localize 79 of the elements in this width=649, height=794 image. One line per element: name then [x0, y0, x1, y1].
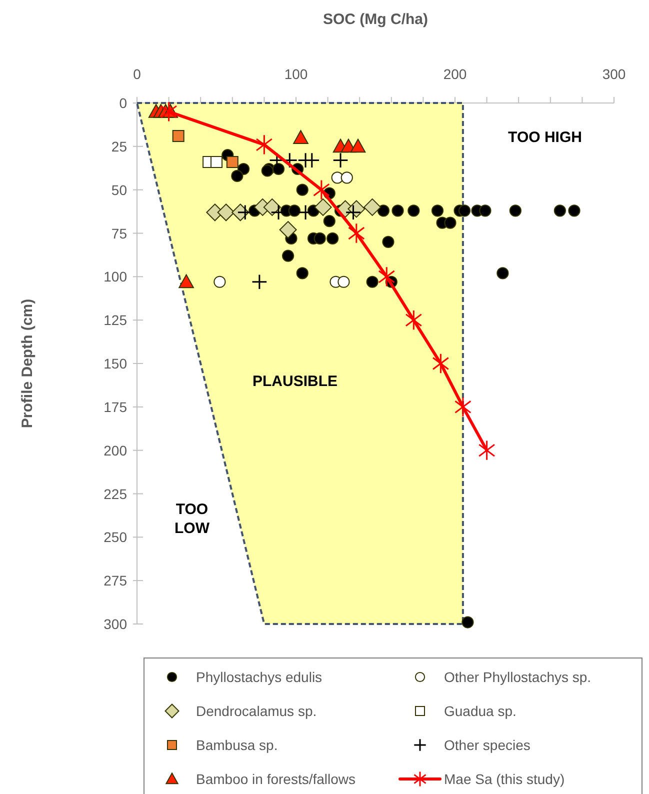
point [288, 204, 300, 217]
point [432, 353, 450, 374]
y-tick-label: 125 [104, 312, 128, 328]
legend-label: Bambusa sp. [196, 737, 278, 753]
annotation: PLAUSIBLE [252, 373, 338, 390]
point [214, 276, 226, 288]
y-tick-label: 100 [104, 268, 128, 285]
legend-label: Guadua sp. [444, 703, 516, 719]
point [296, 267, 308, 280]
x-tick-label: 100 [284, 66, 308, 82]
point [382, 236, 394, 248]
y-tick-label: 300 [104, 616, 128, 632]
point [509, 204, 522, 217]
point [479, 204, 492, 217]
y-tick-label: 0 [119, 95, 128, 111]
annotation: TOO LOW [174, 501, 210, 537]
point [458, 204, 471, 217]
y-tick-label: 250 [104, 529, 128, 546]
point [568, 204, 580, 217]
point [364, 198, 382, 216]
point [172, 130, 184, 142]
x-tick-label: 200 [443, 66, 467, 82]
point [431, 204, 444, 217]
y-tick-label: 200 [104, 442, 128, 458]
point [293, 130, 308, 144]
y-tick-label: 150 [104, 356, 128, 372]
point [366, 276, 378, 288]
point [323, 215, 336, 228]
point [392, 204, 404, 217]
point [296, 184, 308, 196]
point [348, 222, 365, 244]
y-tick-label: 175 [104, 398, 128, 415]
point [554, 204, 566, 217]
point [338, 276, 350, 288]
point [332, 152, 348, 168]
point [313, 179, 330, 200]
x-axis-title: SOC (Mg C/ha) [323, 11, 428, 28]
point [160, 101, 178, 122]
point [408, 204, 420, 217]
point [282, 250, 294, 262]
point [256, 134, 273, 156]
legend-label: Phyllostachys edulis [196, 669, 322, 685]
y-tick-label: 25 [111, 138, 128, 154]
point [272, 162, 285, 176]
point [314, 232, 326, 244]
point [279, 221, 297, 239]
point [350, 138, 366, 153]
point [378, 266, 396, 288]
point [478, 440, 496, 461]
legend-label: Mae Sa (this study) [444, 771, 565, 787]
legend-label: Bamboo in forests/fallows [196, 771, 356, 787]
x-tick-label: 0 [133, 66, 142, 82]
point [231, 170, 244, 182]
point [226, 156, 238, 168]
y-tick-label: 275 [104, 572, 128, 589]
y-tick-label: 75 [111, 225, 128, 242]
annotation: TOO HIGH [508, 129, 582, 146]
y-tick-label: 50 [111, 182, 128, 198]
y-axis-title: Profile Depth (cm) [19, 298, 36, 428]
point [462, 616, 474, 628]
point [405, 310, 422, 330]
point [210, 156, 222, 168]
point [340, 172, 353, 184]
point [314, 198, 332, 216]
point [496, 267, 509, 280]
x-tick-label: 300 [602, 66, 626, 82]
point [252, 274, 268, 290]
point [178, 274, 194, 288]
point [345, 204, 362, 220]
point [326, 232, 339, 244]
legend-label: Other species [444, 737, 530, 753]
y-tick-label: 225 [104, 486, 128, 502]
legend-label: Dendrocalamus sp. [196, 703, 317, 719]
point [263, 198, 281, 216]
point [377, 204, 390, 217]
point [444, 216, 456, 229]
legend-label: Other Phyllostachys sp. [444, 669, 592, 685]
point [217, 204, 235, 222]
point [454, 396, 472, 418]
